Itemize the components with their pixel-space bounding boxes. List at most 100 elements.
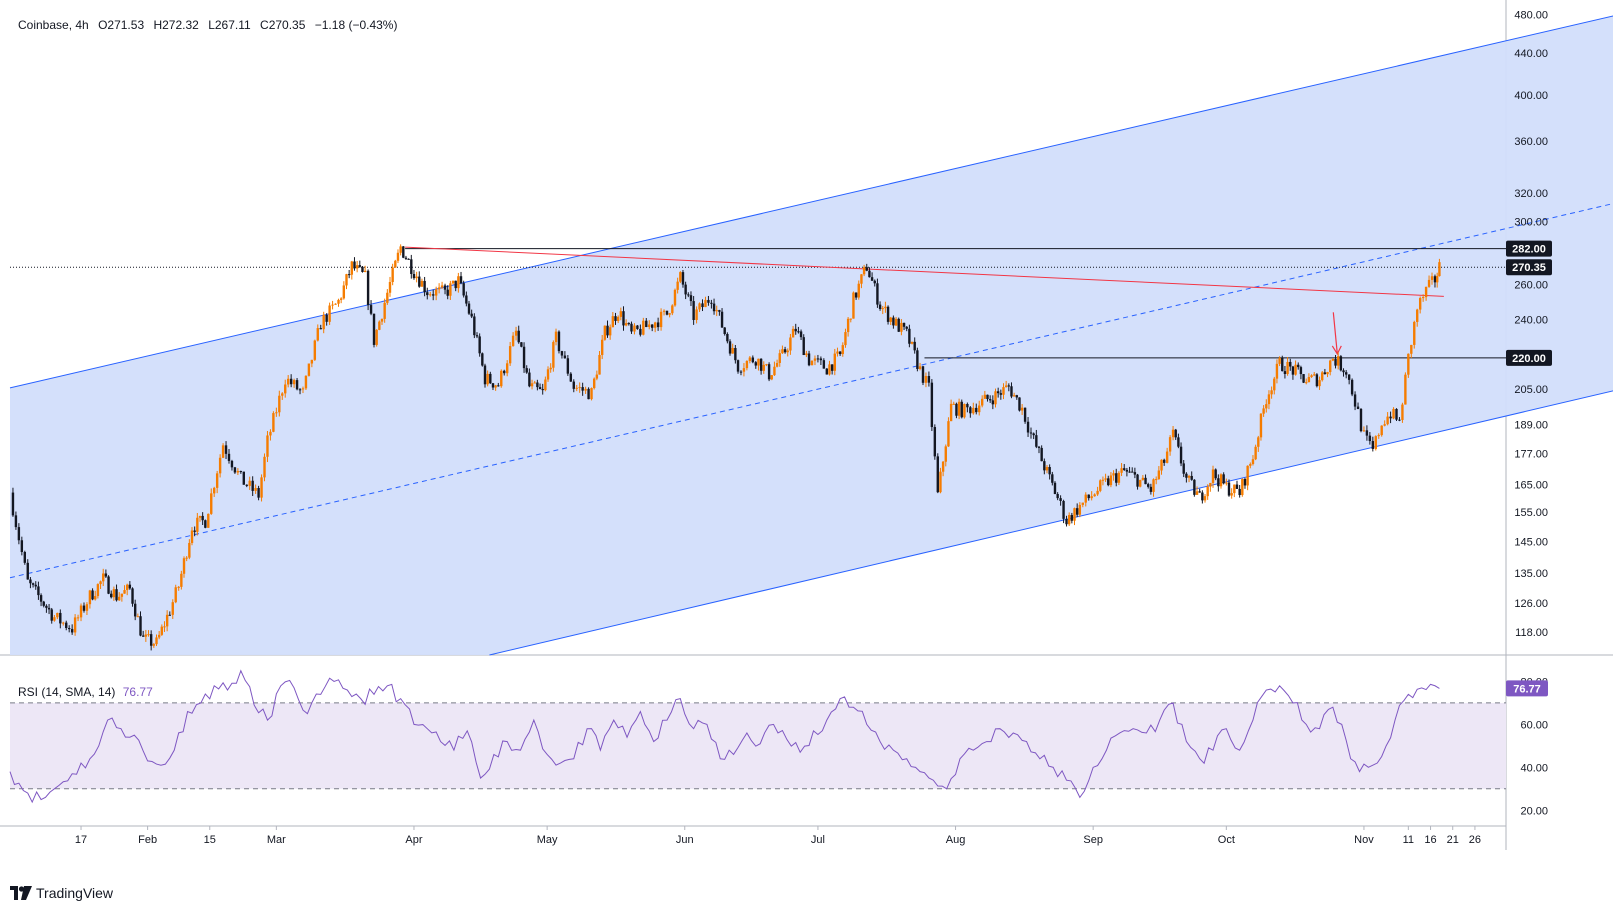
candle-body [136,616,140,618]
candle-body [1152,479,1155,492]
candle-body [185,557,188,559]
horizontal-levels [10,246,1506,359]
candle-body [592,378,596,389]
candle-body [14,515,18,528]
candle-body [1073,508,1076,521]
candle-body [440,285,444,288]
time-axis-label: Jun [676,834,694,846]
candle-body [478,336,481,354]
candle-body [481,353,484,366]
brand-name: TradingView [36,885,114,901]
candle-body [1174,429,1177,438]
candle-body [62,622,65,624]
price-badge-label: 270.35 [1512,262,1546,274]
candle-body [257,487,260,498]
symbol-legend[interactable]: Coinbase, 4h O271.53 H272.32 L267.11 C27… [18,18,398,32]
candle-body [575,387,578,389]
candle-body [50,609,53,621]
price-axis-label: 260.00 [1514,279,1548,291]
candle-body [902,322,906,327]
candle-body [616,316,620,321]
candle-body [1101,479,1105,481]
candle-body [894,318,898,326]
tradingview-logo[interactable]: TradingView [10,885,113,901]
candle-body [816,358,820,360]
candle-body [242,471,245,485]
candle-body [491,383,495,388]
rsi-legend[interactable]: RSI (14, SMA, 14) 76.77 [18,685,153,699]
candle-body [533,382,536,384]
candle-body [489,373,492,384]
candle-body [687,294,690,296]
candle-body [263,456,266,478]
candle-body [407,258,410,260]
candle-body [497,385,500,387]
candle-body [1120,468,1123,473]
candle-body [603,325,607,340]
candle-body [572,381,575,389]
candle-body [236,471,240,473]
candle-body [11,492,15,516]
candle-body [873,280,876,284]
candle-body [999,393,1003,395]
time-axis-label: 21 [1447,834,1459,846]
candle-body [125,584,129,591]
candle-body [676,281,679,290]
candle-body [85,604,89,611]
price-axis-label: 126.00 [1514,598,1548,610]
candle-body [994,391,997,405]
candle-body [1084,494,1087,503]
candle-body [190,530,194,543]
candle-body [88,590,92,605]
candle-body [429,294,432,296]
candle-body [1350,379,1354,395]
candle-body [952,403,955,405]
candle-body [224,445,228,454]
candle-body [1045,467,1049,471]
candle-body [739,371,743,373]
candle-body [900,322,903,332]
candle-body [91,590,94,600]
candle-body [342,285,346,299]
candle-body [339,298,343,300]
candle-body [1313,374,1316,376]
candle-body [149,634,153,646]
candle-body [380,318,384,322]
candle-body [99,581,102,585]
candle-body [1171,429,1175,438]
price-axis-label: 480.00 [1514,10,1548,22]
candle-body [1112,473,1115,476]
price-badge-220-00 [1506,349,1552,366]
candle-body [165,614,169,627]
channel-lower-line [489,390,1613,656]
candle-body [897,318,900,332]
candle-body [1185,473,1188,478]
candle-body [807,353,811,366]
candle-body [17,527,21,541]
candle-body [569,373,573,382]
candle-body [671,305,674,314]
candle-body [544,379,547,391]
candle-body [1190,475,1193,480]
time-axis-label: 17 [75,834,87,846]
candle-body [892,317,895,326]
candle-body [245,484,248,486]
time-axis-label: Feb [138,834,157,846]
candle-body [20,540,24,552]
candle-body [1010,386,1013,397]
candle-body [1193,479,1196,495]
candle-body [23,551,26,563]
candle-body [1389,416,1392,419]
candle-body [1371,441,1375,449]
candle-body [1227,482,1231,496]
candle-body [557,331,561,352]
time-axis-label: Sep [1083,834,1103,846]
candle-body [520,342,523,347]
candle-body [552,342,555,368]
candle-body [1267,394,1271,405]
candle-body [1222,474,1225,484]
candle-body [505,363,509,374]
candle-body [361,266,364,272]
candle-body [1257,437,1260,447]
